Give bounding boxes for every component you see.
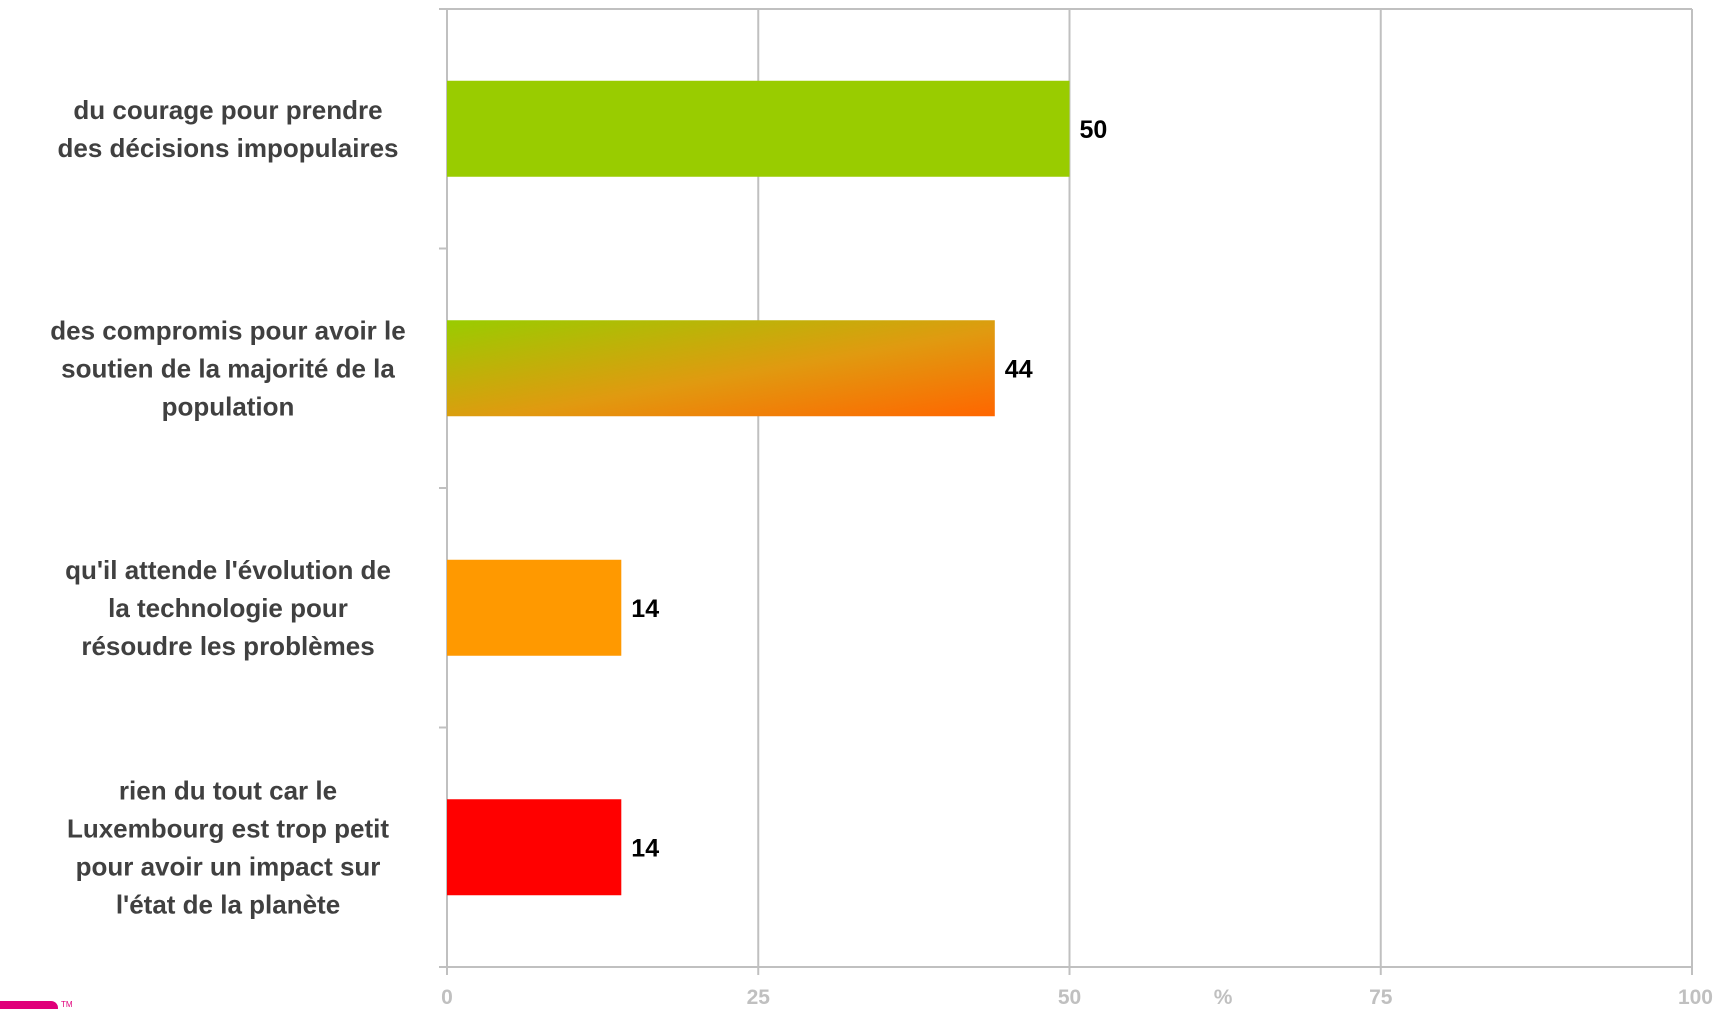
x-tick-label: 0 xyxy=(441,986,453,1009)
x-tick-label: 75 xyxy=(1369,986,1393,1009)
category-label-line: résoudre les problèmes xyxy=(81,631,374,661)
bar xyxy=(447,80,1070,177)
bar xyxy=(447,559,622,656)
category-label-line: la technologie pour xyxy=(108,593,348,623)
value-label: 14 xyxy=(631,595,659,623)
category-label-line: des décisions impopulaires xyxy=(58,133,399,163)
value-label: 50 xyxy=(1080,116,1108,144)
category-label-line: l'état de la planète xyxy=(116,889,340,919)
value-labels: 50 44 14 14 xyxy=(631,116,1107,863)
x-tick-label: 25 xyxy=(747,986,771,1009)
category-label-line: du courage pour prendre xyxy=(73,95,382,125)
category-label-line: population xyxy=(162,391,295,421)
value-label: 44 xyxy=(1005,355,1033,383)
category-label-line: Luxembourg est trop petit xyxy=(67,813,389,843)
brand-logo: TM xyxy=(0,1000,73,1009)
bar xyxy=(447,320,995,417)
category-label: rien du tout car le Luxembourg est trop p… xyxy=(67,775,389,919)
svg-text:TM: TM xyxy=(61,1000,73,1009)
x-tick-label: 100 xyxy=(1678,986,1713,1009)
bars xyxy=(447,80,1070,896)
category-label-line: qu'il attende l'évolution de xyxy=(65,555,391,585)
x-tick-label: 50 xyxy=(1058,986,1081,1009)
x-tick-labels: 0 25 50 75 100 xyxy=(441,986,1713,1009)
unit-label: % xyxy=(1214,986,1233,1009)
category-label-line: pour avoir un impact sur xyxy=(76,851,381,881)
category-label-line: soutien de la majorité de la xyxy=(61,353,395,383)
category-labels: du courage pour prendre des décisions imp… xyxy=(50,95,405,920)
category-label: qu'il attende l'évolution de la technolog… xyxy=(65,555,391,661)
bar xyxy=(447,799,622,896)
category-label-line: rien du tout car le xyxy=(119,775,337,805)
value-label: 14 xyxy=(631,834,659,862)
category-label-line: des compromis pour avoir le xyxy=(50,315,405,345)
category-label: des compromis pour avoir le soutien de la… xyxy=(50,315,405,421)
category-label: du courage pour prendre des décisions imp… xyxy=(58,95,399,163)
